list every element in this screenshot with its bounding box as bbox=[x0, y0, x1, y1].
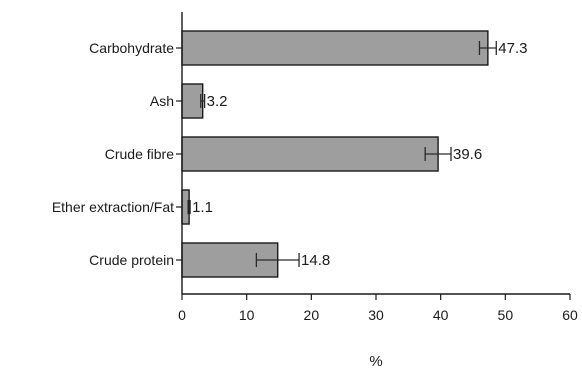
error-bar-carbohydrate bbox=[478, 41, 497, 55]
x-tick-label-20: 20 bbox=[304, 307, 320, 323]
category-label-crude-protein: Crude protein bbox=[89, 252, 174, 268]
x-tick-label-0: 0 bbox=[178, 307, 186, 323]
error-bars-layer bbox=[187, 41, 497, 267]
category-label-crude-fibre: Crude fibre bbox=[105, 146, 174, 162]
x-tick-label-50: 50 bbox=[498, 307, 514, 323]
x-axis-title: % bbox=[369, 353, 382, 370]
error-bar-crude-protein bbox=[255, 253, 300, 267]
category-label-ash: Ash bbox=[150, 93, 174, 109]
labels-layer: Carbohydrate 47.3 Ash 3.2 Crude fibre 39.6 Eth… bbox=[52, 40, 528, 269]
value-label-carbohydrate: 47.3 bbox=[498, 40, 527, 57]
category-label-ether-extraction-fat: Ether extraction/Fat bbox=[52, 199, 174, 215]
error-bar-ash bbox=[200, 94, 206, 108]
x-tick-label-40: 40 bbox=[433, 307, 449, 323]
x-ticks-layer: 0 10 20 30 40 50 60 bbox=[178, 294, 578, 323]
value-label-ash: 3.2 bbox=[207, 93, 228, 110]
y-ticks-layer bbox=[176, 47, 182, 261]
error-bar-ether-extraction-fat bbox=[187, 200, 191, 214]
value-label-ether-extraction-fat: 1.1 bbox=[192, 199, 213, 216]
value-label-crude-fibre: 39.6 bbox=[453, 146, 482, 163]
x-tick-label-30: 30 bbox=[368, 307, 384, 323]
bar-carbohydrate bbox=[181, 30, 489, 66]
error-bar-crude-fibre bbox=[424, 147, 452, 161]
bar-crude-fibre bbox=[181, 136, 439, 172]
value-label-crude-protein: 14.8 bbox=[301, 252, 330, 269]
x-tick-label-10: 10 bbox=[239, 307, 255, 323]
bars-layer bbox=[181, 30, 489, 278]
bar-ash bbox=[181, 83, 204, 119]
category-label-carbohydrate: Carbohydrate bbox=[89, 40, 174, 56]
x-tick-label-60: 60 bbox=[562, 307, 578, 323]
